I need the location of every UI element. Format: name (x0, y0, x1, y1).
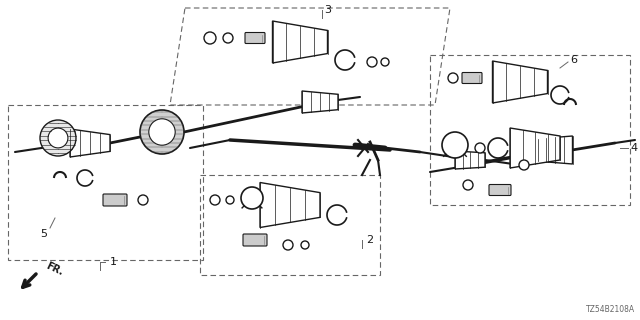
Circle shape (241, 187, 263, 209)
Circle shape (381, 58, 389, 66)
Text: 6: 6 (570, 55, 577, 65)
Circle shape (223, 33, 233, 43)
Circle shape (40, 120, 76, 156)
Polygon shape (455, 151, 485, 169)
Text: FR.: FR. (44, 261, 65, 277)
Circle shape (519, 160, 529, 170)
Circle shape (463, 180, 473, 190)
Circle shape (140, 110, 184, 154)
Circle shape (448, 73, 458, 83)
Circle shape (204, 32, 216, 44)
Circle shape (48, 128, 68, 148)
Polygon shape (493, 61, 547, 103)
FancyBboxPatch shape (489, 185, 511, 196)
Polygon shape (70, 129, 110, 157)
Text: 2: 2 (367, 235, 374, 245)
Polygon shape (538, 136, 573, 164)
Circle shape (210, 195, 220, 205)
Polygon shape (273, 21, 328, 63)
FancyBboxPatch shape (243, 234, 267, 246)
Circle shape (226, 196, 234, 204)
Circle shape (475, 143, 485, 153)
Bar (8, 105, 203, 260)
Circle shape (138, 195, 148, 205)
Polygon shape (260, 182, 320, 228)
Text: 4: 4 (630, 143, 637, 153)
Text: 3: 3 (324, 5, 332, 15)
Text: 5: 5 (40, 229, 47, 239)
Polygon shape (302, 91, 338, 113)
Circle shape (442, 132, 468, 158)
Circle shape (301, 241, 309, 249)
Text: TZ54B2108A: TZ54B2108A (586, 305, 635, 314)
FancyBboxPatch shape (245, 33, 265, 44)
Bar (200, 175, 380, 275)
Text: 1: 1 (109, 257, 116, 267)
Circle shape (283, 240, 293, 250)
Circle shape (149, 119, 175, 145)
FancyBboxPatch shape (462, 73, 482, 84)
Polygon shape (510, 128, 560, 168)
FancyBboxPatch shape (103, 194, 127, 206)
Circle shape (367, 57, 377, 67)
